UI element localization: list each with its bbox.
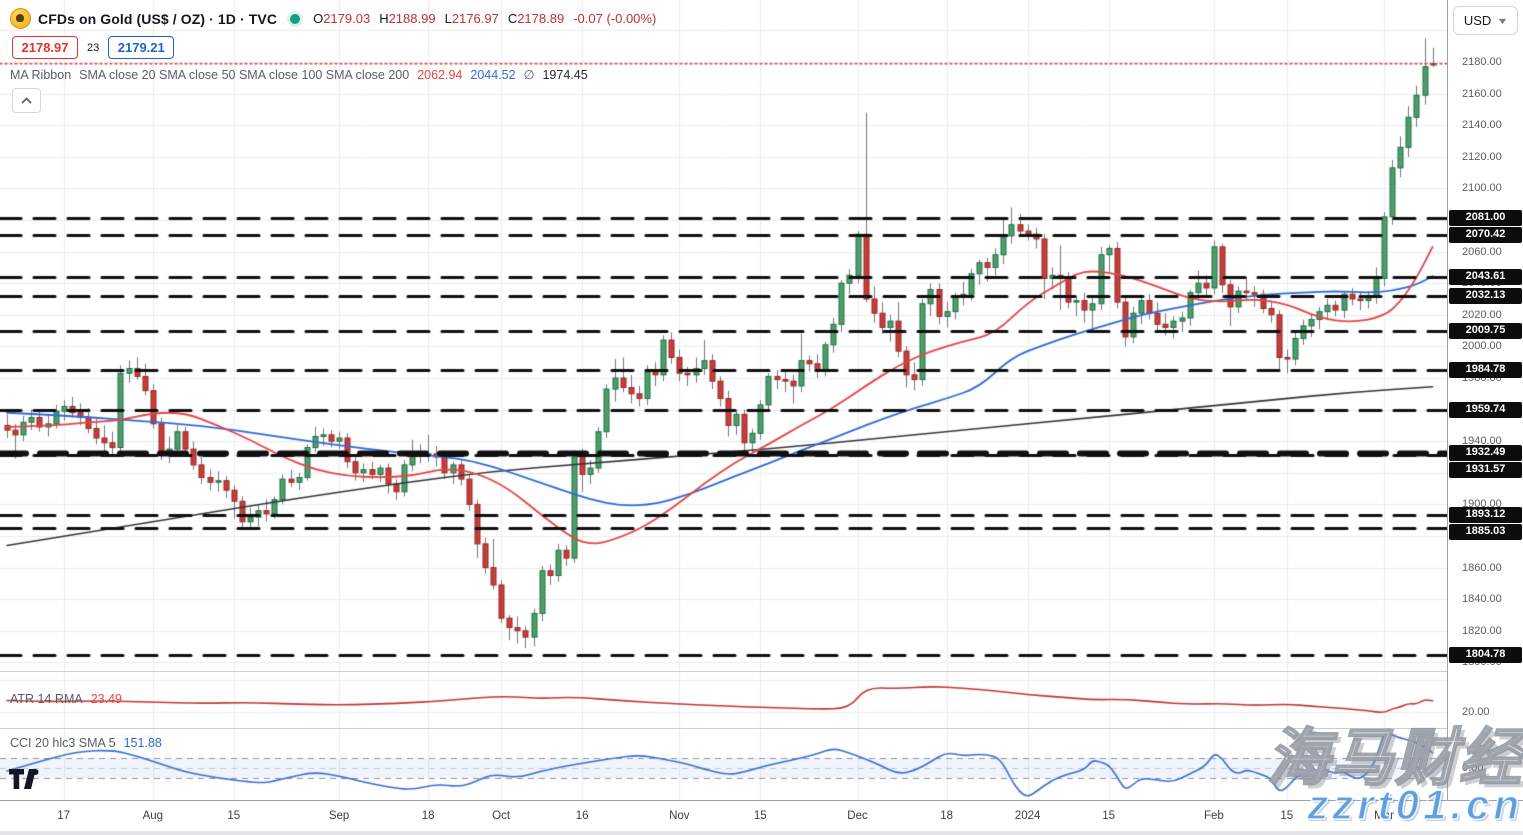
currency-selector[interactable]: USD ▼ bbox=[1453, 6, 1518, 35]
price-level-badge: 1984.78 bbox=[1449, 362, 1522, 379]
time-axis-label: 15 bbox=[1102, 810, 1115, 822]
price-grid-label: 2000.00 bbox=[1462, 340, 1502, 353]
high-value: 2188.99 bbox=[388, 11, 436, 26]
price-axis[interactable]: USD ▼ 2180.00 2160.00 2140.00 2120.00 2100.0… bbox=[1447, 0, 1523, 800]
time-axis-label: 15 bbox=[1280, 810, 1294, 822]
price-level-badge: 1931.57 bbox=[1449, 461, 1522, 478]
time-axis-label: Mar bbox=[1374, 810, 1394, 822]
sell-button[interactable]: 2178.97 bbox=[12, 36, 78, 59]
open-value: 2179.03 bbox=[323, 11, 371, 26]
ma-ribbon-legend[interactable]: MA Ribbon SMA close 20 SMA close 50 SMA … bbox=[10, 67, 588, 83]
price-grid-label: 1860.00 bbox=[1462, 561, 1502, 574]
atr-legend[interactable]: ATR 14 RMA 23.49 bbox=[10, 692, 122, 706]
price-level-badge: 1885.03 bbox=[1449, 523, 1522, 540]
time-axis-label: Aug bbox=[142, 810, 164, 822]
gold-coin-icon bbox=[10, 8, 31, 29]
atr-value: 23.49 bbox=[90, 692, 122, 706]
sma20-value: 2062.94 bbox=[417, 67, 463, 82]
price-level-badge: 1893.12 bbox=[1449, 507, 1522, 524]
price-grid-label: 2140.00 bbox=[1462, 119, 1502, 132]
time-axis[interactable]: 17 Aug 15 Sep 18 Oct 16 Nov 15 Dec 18 2024 15 Feb 15 Ma… bbox=[0, 800, 1523, 835]
price-grid-label: 1820.00 bbox=[1462, 624, 1502, 637]
price-level-badge: 2009.75 bbox=[1449, 322, 1522, 339]
time-axis-label: 2024 bbox=[1014, 810, 1041, 822]
time-axis-label: Oct bbox=[492, 810, 511, 822]
price-grid-label: 2120.00 bbox=[1462, 150, 1502, 163]
spread-value: 23 bbox=[87, 41, 100, 54]
buy-button[interactable]: 2179.21 bbox=[108, 36, 175, 59]
price-level-badge: 2070.42 bbox=[1449, 227, 1522, 244]
price-level-badge: 1804.78 bbox=[1449, 646, 1522, 663]
close-value: 2178.89 bbox=[517, 11, 565, 26]
symbol-header[interactable]: CFDs on Gold (US$ / OZ) · 1D · TVC O2179… bbox=[10, 8, 656, 29]
chevron-up-icon bbox=[21, 97, 32, 104]
price-grid-label: 2060.00 bbox=[1462, 245, 1502, 258]
price-grid-label: 1940.00 bbox=[1462, 435, 1502, 448]
ma-ribbon-title: MA Ribbon bbox=[10, 67, 72, 82]
time-axis-label: Nov bbox=[669, 810, 690, 822]
time-axis-label: Sep bbox=[328, 810, 350, 822]
cci-value: 151.88 bbox=[123, 736, 162, 750]
price-level-badge: 2032.13 bbox=[1449, 287, 1522, 304]
quote-row: 2178.97 23 2179.21 bbox=[12, 36, 175, 59]
time-axis-label: 18 bbox=[421, 810, 435, 822]
close-label: C bbox=[507, 11, 518, 26]
open-label: O bbox=[313, 11, 324, 26]
price-grid-label: 2020.00 bbox=[1462, 308, 1502, 321]
time-axis-label: 17 bbox=[57, 810, 71, 822]
bottom-strip bbox=[0, 831, 1523, 835]
price-level-badge: 2081.00 bbox=[1449, 210, 1522, 227]
price-grid-label: 2160.00 bbox=[1462, 87, 1502, 100]
time-axis-label: 15 bbox=[753, 810, 767, 822]
sma200-value: 1974.45 bbox=[542, 67, 588, 82]
price-level-badge: 1932.49 bbox=[1449, 445, 1522, 462]
time-axis-label: Feb bbox=[1203, 810, 1224, 822]
average-symbol: ∅ bbox=[523, 68, 535, 82]
cci-axis-label: 0.00 bbox=[1462, 762, 1484, 774]
tradingview-logo-icon[interactable] bbox=[9, 769, 43, 790]
time-axis-label: Dec bbox=[847, 810, 868, 822]
atr-title: ATR 14 RMA bbox=[10, 692, 83, 706]
ohlc-values: O2179.03 H2188.99 L2176.97 C2178.89 -0.0… bbox=[313, 11, 656, 26]
atr-axis-label: 20.00 bbox=[1462, 706, 1490, 718]
market-status-dot-icon[interactable] bbox=[290, 13, 301, 24]
cci-legend[interactable]: CCI 20 hlc3 SMA 5 151.88 bbox=[10, 736, 162, 750]
cci-title: CCI 20 hlc3 SMA 5 bbox=[10, 736, 116, 750]
sma50-value: 2044.52 bbox=[470, 67, 516, 82]
pane-separator-cci[interactable] bbox=[0, 728, 1523, 729]
price-grid-label: 2100.00 bbox=[1462, 182, 1502, 195]
time-axis-label: 15 bbox=[227, 810, 241, 822]
high-label: H bbox=[379, 11, 389, 26]
price-grid-label: 2180.00 bbox=[1462, 56, 1502, 68]
price-grid-label: 1840.00 bbox=[1462, 593, 1502, 606]
ma-ribbon-params: SMA close 20 SMA close 50 SMA close 100 … bbox=[79, 67, 410, 82]
time-axis-label: 16 bbox=[575, 810, 589, 822]
collapse-legend-button[interactable] bbox=[12, 88, 41, 113]
chart-canvas[interactable] bbox=[0, 0, 1447, 800]
chevron-down-icon: ▼ bbox=[1496, 15, 1509, 26]
symbol-title[interactable]: CFDs on Gold (US$ / OZ) · 1D · TVC bbox=[38, 10, 278, 27]
time-axis-label: 18 bbox=[940, 810, 953, 822]
price-level-badge: 2043.61 bbox=[1449, 269, 1522, 286]
currency-label: USD bbox=[1463, 13, 1492, 28]
pane-separator-atr[interactable] bbox=[0, 671, 1523, 672]
low-value: 2176.97 bbox=[451, 11, 499, 26]
price-level-badge: 1959.74 bbox=[1449, 402, 1522, 418]
low-label: L bbox=[444, 11, 452, 26]
change-value: -0.07 (-0.00%) bbox=[573, 11, 657, 26]
